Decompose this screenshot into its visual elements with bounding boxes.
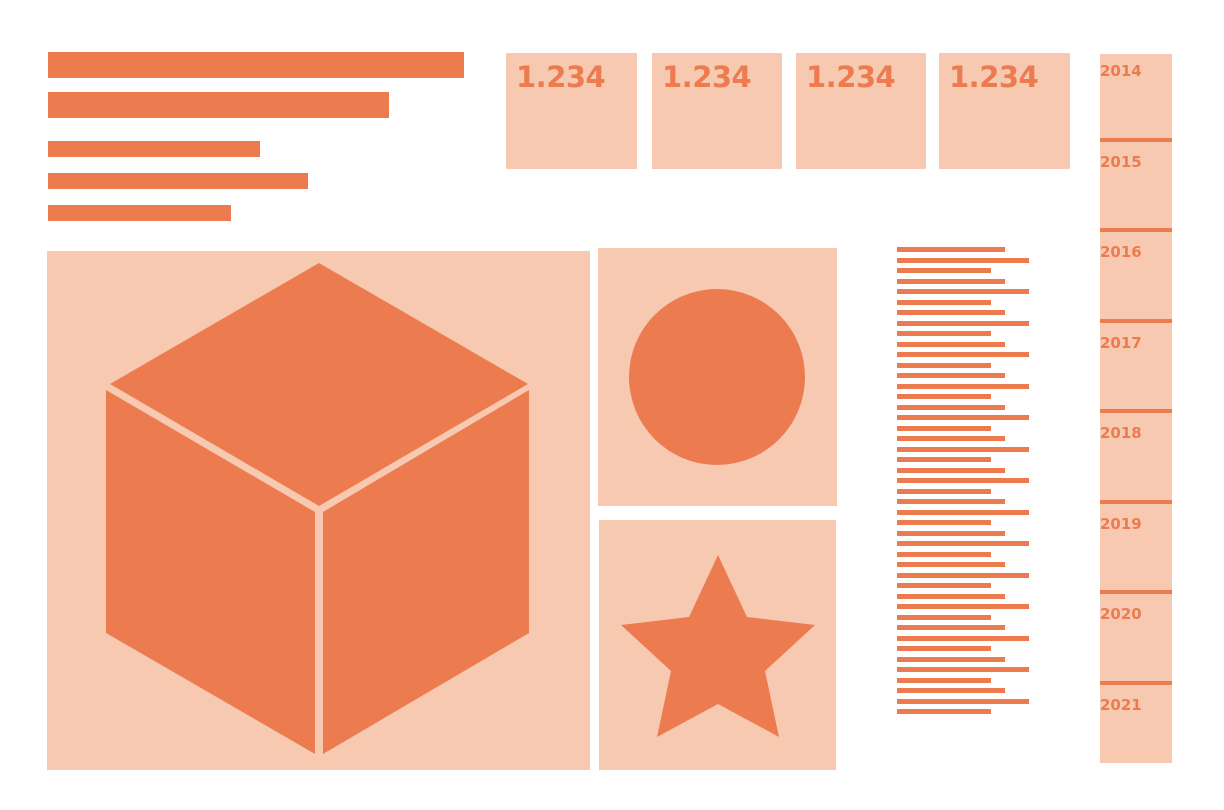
line-list-item bbox=[897, 384, 1029, 389]
line-list-item bbox=[897, 667, 1029, 672]
timeline-year-label: 2018 bbox=[1100, 424, 1142, 442]
timeline-year-label: 2017 bbox=[1100, 334, 1142, 352]
kpi-card: 1.234 bbox=[506, 53, 637, 169]
line-list-item bbox=[897, 562, 1005, 567]
summary-bar bbox=[48, 173, 308, 189]
kpi-value: 1.234 bbox=[662, 60, 752, 94]
line-list-item bbox=[897, 300, 991, 305]
timeline-separator bbox=[1100, 500, 1172, 504]
line-list-item bbox=[897, 436, 1005, 441]
line-list-item bbox=[897, 478, 1029, 483]
line-list-item bbox=[897, 604, 1029, 609]
timeline-year-label: 2019 bbox=[1100, 515, 1142, 533]
line-list-item bbox=[897, 415, 1029, 420]
line-list-item bbox=[897, 709, 991, 714]
timeline-year-label: 2021 bbox=[1100, 696, 1142, 714]
kpi-value: 1.234 bbox=[806, 60, 896, 94]
line-list-item bbox=[897, 499, 1005, 504]
timeline-year-label: 2016 bbox=[1100, 243, 1142, 261]
line-list-item bbox=[897, 363, 991, 368]
line-list-item bbox=[897, 457, 991, 462]
line-list-item bbox=[897, 699, 1029, 704]
kpi-card: 1.234 bbox=[939, 53, 1070, 169]
kpi-card: 1.234 bbox=[796, 53, 926, 169]
line-list-item bbox=[897, 352, 1029, 357]
line-list-item bbox=[897, 258, 1029, 263]
kpi-value: 1.234 bbox=[949, 60, 1039, 94]
star-panel bbox=[599, 520, 836, 770]
line-list-item bbox=[897, 552, 991, 557]
star-icon bbox=[621, 555, 815, 737]
line-list-item bbox=[897, 646, 991, 651]
line-list-item bbox=[897, 657, 1005, 662]
line-list-item bbox=[897, 247, 1005, 252]
line-list-item bbox=[897, 279, 1005, 284]
line-list-item bbox=[897, 405, 1005, 410]
line-list-item bbox=[897, 342, 1005, 347]
main-visual-panel bbox=[47, 251, 590, 770]
line-list-item bbox=[897, 520, 991, 525]
summary-bar-chart bbox=[48, 52, 464, 222]
line-list-item bbox=[897, 688, 1005, 693]
timeline-year-label: 2014 bbox=[1100, 62, 1142, 80]
line-list-item bbox=[897, 625, 1005, 630]
timeline: 2014 2015 2016 2017 2018 2019 2020 2021 bbox=[1100, 54, 1172, 763]
line-list-item bbox=[897, 510, 1029, 515]
circle-icon bbox=[629, 289, 805, 465]
line-list-item bbox=[897, 373, 1005, 378]
timeline-year-label: 2020 bbox=[1100, 605, 1142, 623]
kpi-value: 1.234 bbox=[516, 60, 606, 94]
timeline-separator bbox=[1100, 138, 1172, 142]
cube-icon bbox=[106, 263, 529, 754]
line-list-item bbox=[897, 394, 991, 399]
summary-bar bbox=[48, 141, 260, 157]
timeline-separator bbox=[1100, 319, 1172, 323]
line-list-item bbox=[897, 426, 991, 431]
kpi-card: 1.234 bbox=[652, 53, 782, 169]
line-list-item bbox=[897, 331, 991, 336]
line-list-item bbox=[897, 321, 1029, 326]
line-list-item bbox=[897, 573, 1029, 578]
line-list-item bbox=[897, 489, 991, 494]
line-list-item bbox=[897, 531, 1005, 536]
line-list-item bbox=[897, 615, 991, 620]
line-list-item bbox=[897, 678, 991, 683]
line-list bbox=[897, 247, 1029, 717]
line-list-item bbox=[897, 289, 1029, 294]
line-list-item bbox=[897, 310, 1005, 315]
line-list-item bbox=[897, 447, 1029, 452]
line-list-item bbox=[897, 541, 1029, 546]
line-list-item bbox=[897, 583, 991, 588]
line-list-item bbox=[897, 594, 1005, 599]
line-list-item bbox=[897, 636, 1029, 641]
summary-bar bbox=[48, 92, 389, 118]
timeline-separator bbox=[1100, 409, 1172, 413]
summary-bar bbox=[48, 205, 231, 221]
circle-panel bbox=[598, 248, 837, 506]
line-list-item bbox=[897, 468, 1005, 473]
timeline-separator bbox=[1100, 681, 1172, 685]
timeline-separator bbox=[1100, 590, 1172, 594]
summary-bar bbox=[48, 52, 464, 78]
timeline-year-label: 2015 bbox=[1100, 153, 1142, 171]
timeline-separator bbox=[1100, 228, 1172, 232]
line-list-item bbox=[897, 268, 991, 273]
